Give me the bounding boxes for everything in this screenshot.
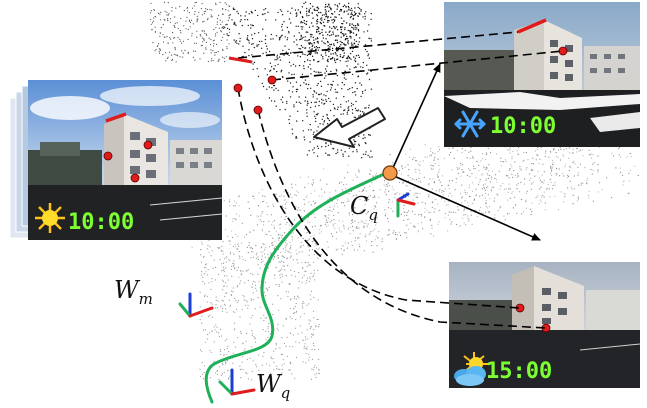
camera-trajectory [204, 170, 390, 404]
frame-query-camera [396, 192, 416, 218]
map-feature-point [233, 83, 243, 93]
feature-point [130, 173, 140, 183]
query-camera-marker [382, 165, 398, 181]
map-feature-point [267, 75, 277, 85]
photo-morning [28, 80, 223, 240]
map-feature-line [228, 56, 253, 64]
label-world-query: Wq [256, 370, 290, 402]
label-world-map: Wm [114, 276, 153, 308]
clock-afternoon: 15:00 [486, 359, 552, 384]
label-camera-query: Cq [350, 192, 378, 224]
image-stack-morning: 10:00 [9, 80, 223, 240]
camera-ray-bottom [393, 175, 541, 241]
viewing-direction-arrow [313, 107, 386, 148]
feature-point [103, 151, 113, 161]
frame-world-query [218, 368, 256, 396]
feature-line [105, 112, 127, 123]
sun-cloud-icon [454, 352, 490, 386]
clock-morning: 10:00 [68, 210, 134, 235]
map-feature-point [253, 105, 263, 115]
clock-snow: 10:00 [490, 114, 556, 139]
camera-ray-top [391, 63, 441, 171]
sun-icon [35, 203, 65, 233]
feature-point [143, 140, 153, 150]
correspondence-lines [237, 31, 564, 329]
feature-line [517, 18, 547, 34]
snowflake-icon [454, 110, 486, 138]
frame-world-map [178, 292, 214, 318]
feature-point [558, 46, 568, 56]
